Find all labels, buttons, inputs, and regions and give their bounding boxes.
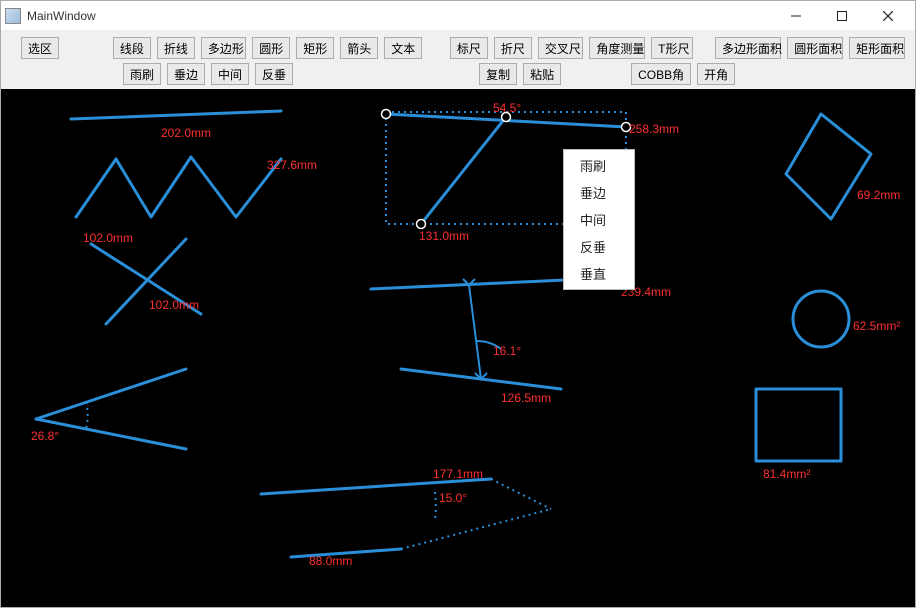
context-menu-item-middle[interactable]: 中间 xyxy=(564,206,634,233)
wiper-button[interactable]: 雨刷 xyxy=(123,63,161,85)
cobb-button[interactable]: COBB角 xyxy=(631,63,691,85)
context-menu-item-vertical[interactable]: 垂直 xyxy=(564,260,634,287)
rect-button[interactable]: 矩形 xyxy=(296,37,334,59)
context-menu-item-wiper[interactable]: 雨刷 xyxy=(564,152,634,179)
minimize-button[interactable] xyxy=(773,1,819,31)
toolbar-row-1: 选区 线段 折线 多边形 圆形 矩形 箭头 文本 标尺 折尺 交叉尺 角度测量 … xyxy=(21,37,905,59)
t-ruler-button[interactable]: T形尺 xyxy=(651,37,692,59)
perp-edge-button[interactable]: 垂边 xyxy=(167,63,205,85)
main-window: MainWindow 选区 线段 折线 多边形 圆形 矩形 箭头 文本 标尺 折… xyxy=(0,0,916,608)
circle-area-button[interactable]: 圆形面积 xyxy=(787,37,843,59)
line-button[interactable]: 线段 xyxy=(113,37,151,59)
anti-perp-button[interactable]: 反垂 xyxy=(255,63,293,85)
poly-area-button[interactable]: 多边形面积 xyxy=(715,37,781,59)
polyline-button[interactable]: 折线 xyxy=(157,37,195,59)
close-button[interactable] xyxy=(865,1,911,31)
titlebar: MainWindow xyxy=(1,1,915,31)
ruler-button[interactable]: 标尺 xyxy=(450,37,488,59)
window-title: MainWindow xyxy=(27,9,96,23)
fold-ruler-button[interactable]: 折尺 xyxy=(494,37,532,59)
cross-ruler-button[interactable]: 交叉尺 xyxy=(538,37,583,59)
maximize-button[interactable] xyxy=(819,1,865,31)
select-button[interactable]: 选区 xyxy=(21,37,59,59)
app-icon xyxy=(5,8,21,24)
canvas[interactable]: 202.0mm 327.6mm 102.0mm 102.0mm 54.5° 25… xyxy=(1,89,915,607)
open-angle-button[interactable]: 开角 xyxy=(697,63,735,85)
polygon-button[interactable]: 多边形 xyxy=(201,37,246,59)
context-menu-item-anti_perp[interactable]: 反垂 xyxy=(564,233,634,260)
toolbar: 选区 线段 折线 多边形 圆形 矩形 箭头 文本 标尺 折尺 交叉尺 角度测量 … xyxy=(1,31,915,89)
angle-button[interactable]: 角度测量 xyxy=(589,37,645,59)
middle-button[interactable]: 中间 xyxy=(211,63,249,85)
drawing-layer xyxy=(1,89,915,607)
copy-button[interactable]: 复制 xyxy=(479,63,517,85)
context-menu[interactable]: 雨刷垂边中间反垂垂直 xyxy=(563,149,635,290)
circle-button[interactable]: 圆形 xyxy=(252,37,290,59)
paste-button[interactable]: 粘贴 xyxy=(523,63,561,85)
arrow-button[interactable]: 箭头 xyxy=(340,37,378,59)
context-menu-item-perp_edge[interactable]: 垂边 xyxy=(564,179,634,206)
rect-area-button[interactable]: 矩形面积 xyxy=(849,37,905,59)
toolbar-row-2: 雨刷 垂边 中间 反垂 复制 粘贴 COBB角 开角 xyxy=(21,63,905,85)
text-button[interactable]: 文本 xyxy=(384,37,422,59)
